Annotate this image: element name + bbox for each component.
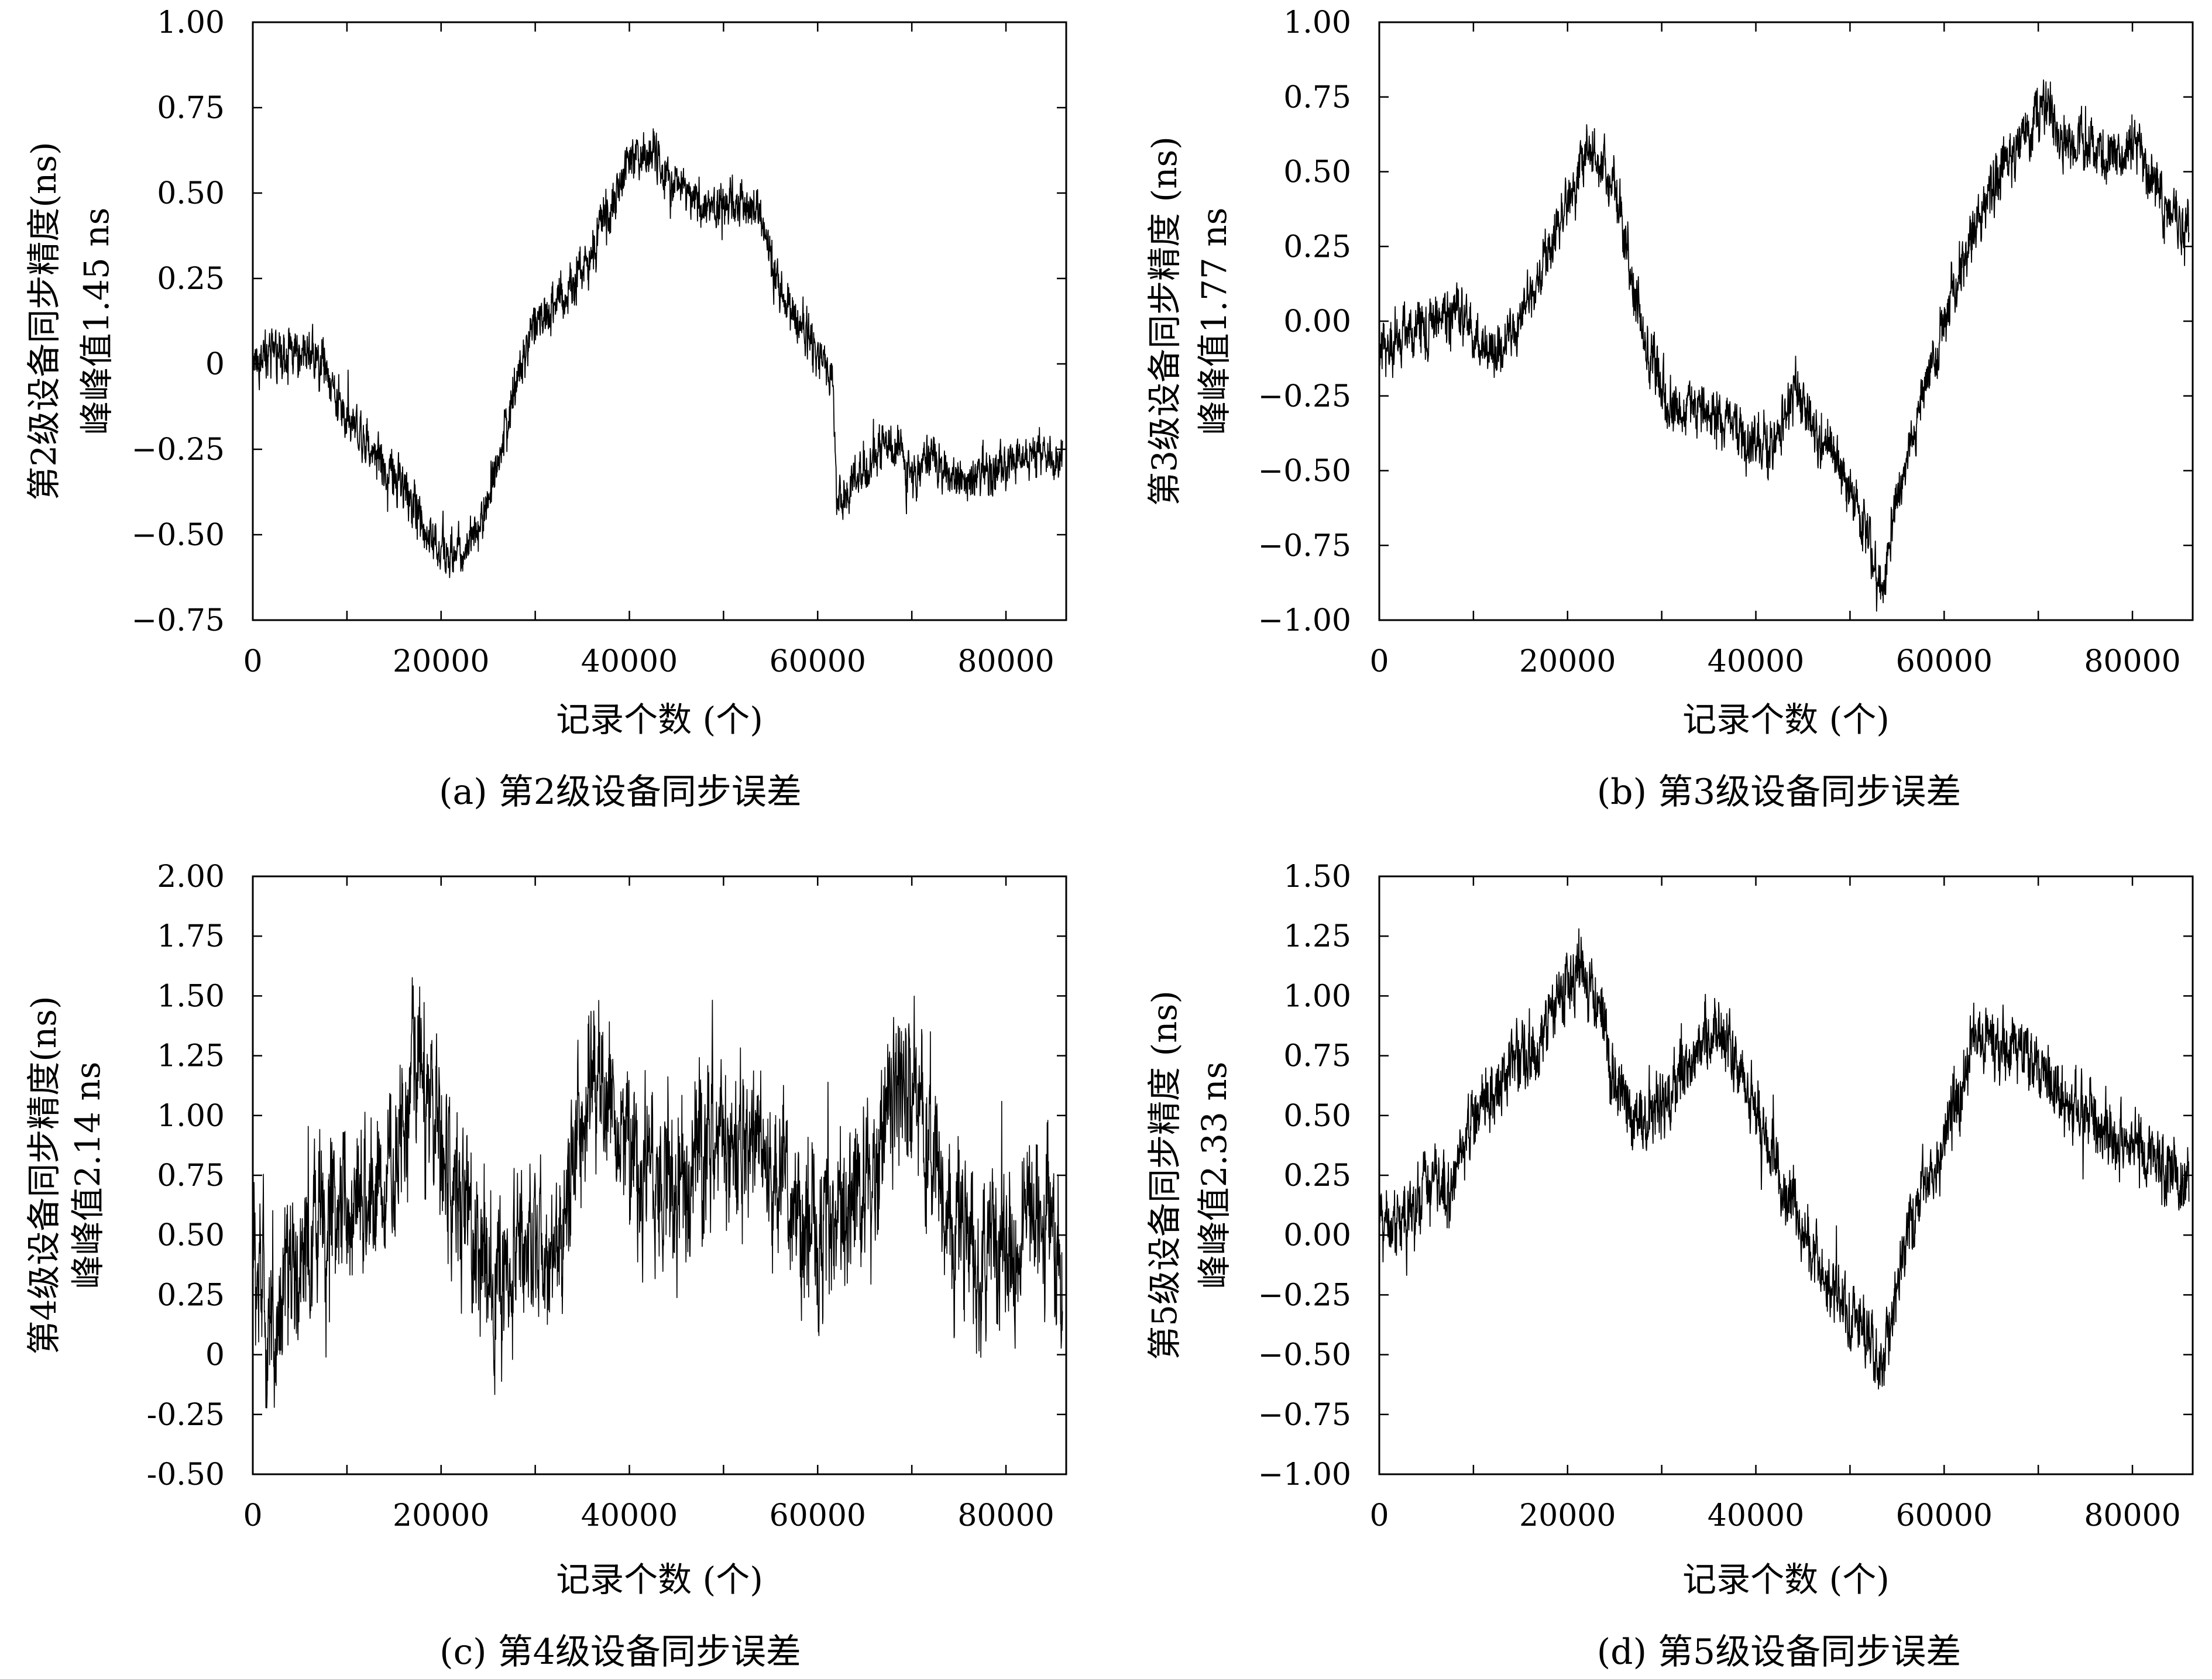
plot-frame [1378, 875, 2194, 1475]
x-tick-label: 0 [1369, 1498, 1389, 1533]
y-tick-label: −0.75 [132, 603, 225, 638]
x-tick-label: 0 [243, 1498, 262, 1533]
y-tick-label: 0.25 [1283, 1158, 1351, 1193]
y-tick-label: 0.00 [1283, 1218, 1351, 1253]
y-tick-label: 0.75 [1283, 80, 1351, 115]
x-tick-label: 80000 [957, 1498, 1054, 1533]
y-tick-label: −0.25 [1258, 379, 1351, 414]
y-tick-label: 1.75 [157, 919, 225, 954]
y-tick-label: -0.25 [147, 1398, 225, 1433]
x-tick-label: 40000 [1708, 1498, 1804, 1533]
chart-b-svg: 0 20000 40000 60000 80000 −1.00 −0.75 −0.50 −0.2… [1145, 5, 2194, 739]
x-tick-label: 20000 [1519, 1498, 1616, 1533]
y-axis-title: 第2级设备同步精度(ns) [24, 142, 64, 500]
x-axis-title: 记录个数 (个) [1682, 1560, 1890, 1599]
caption-c: (c) 第4级设备同步误差 [439, 1632, 801, 1673]
x-tick-label: 60000 [1896, 644, 1993, 679]
y-tick-label: 0.75 [1283, 1039, 1351, 1074]
y-axis-subtitle: 峰峰值1.45 ns [77, 208, 116, 435]
y-tick-label: 2.00 [157, 859, 225, 894]
y-tick-label: 0.50 [157, 176, 225, 211]
y-tick-label: 1.00 [1283, 979, 1351, 1014]
y-tick-label: −1.00 [1258, 1457, 1351, 1492]
y-tick-label: −0.75 [1258, 528, 1351, 563]
series-line [252, 128, 1063, 579]
caption-d: (d) 第5级设备同步误差 [1596, 1632, 1962, 1673]
y-tick-label: −0.50 [132, 518, 225, 553]
x-tick-label: 40000 [1708, 644, 1804, 679]
caption-a: (a) 第2级设备同步误差 [439, 772, 802, 813]
chart-d-svg: 0 20000 40000 60000 80000 −1.00 −0.75 −0.50 −0.2… [1145, 859, 2194, 1599]
x-axis-title: 记录个数 (个) [556, 700, 763, 739]
y-tick-label: 0 [205, 1338, 225, 1373]
y-tick-label: −0.25 [132, 432, 225, 467]
y-tick-label: 0.00 [1283, 304, 1351, 339]
y-tick-label: 1.00 [157, 1099, 225, 1134]
panel-c: 0 20000 40000 60000 80000 -0.50 -0.25 0 0.25 0.50… [0, 840, 1106, 1679]
y-tick-label: 0.25 [157, 1278, 225, 1313]
y-tick-label: 0.25 [1283, 229, 1351, 264]
y-tick-label: -0.50 [147, 1457, 225, 1492]
x-tick-label: 0 [243, 644, 262, 679]
x-tick-label: 20000 [393, 644, 489, 679]
panel-a: 0 20000 40000 60000 80000 −0.75 −0.50 −0.25 0 0.2… [0, 0, 1106, 840]
x-tick-label: 40000 [581, 644, 678, 679]
x-tick-label: 80000 [2084, 1498, 2180, 1533]
y-tick-label: 1.25 [1283, 919, 1351, 954]
x-axis-title: 记录个数 (个) [556, 1560, 763, 1599]
y-axis-subtitle: 峰峰值2.14 ns [68, 1062, 108, 1289]
y-tick-label: 1.00 [157, 5, 225, 40]
y-axis-subtitle: 峰峰值1.77 ns [1194, 208, 1234, 435]
plot-frame [1378, 21, 2194, 621]
series-line [1379, 79, 2190, 612]
x-tick-label: 20000 [1519, 644, 1616, 679]
series-line [252, 977, 1063, 1409]
y-tick-label: 0.50 [157, 1218, 225, 1253]
y-axis-subtitle: 峰峰值2.33 ns [1194, 1062, 1234, 1289]
x-tick-label: 80000 [957, 644, 1054, 679]
y-tick-label: −1.00 [1258, 603, 1351, 638]
series-line [1379, 928, 2190, 1390]
y-axis-title: 第4级设备同步精度(ns) [24, 996, 64, 1354]
x-tick-label: 0 [1369, 644, 1389, 679]
y-tick-label: 1.50 [157, 979, 225, 1014]
chart-a-svg: 0 20000 40000 60000 80000 −0.75 −0.50 −0.25 0 0.2… [24, 5, 1067, 739]
caption-b: (b) 第3级设备同步误差 [1596, 772, 1962, 813]
plot-frame [252, 21, 1067, 621]
x-tick-label: 60000 [770, 1498, 866, 1533]
y-tick-label: 0.75 [157, 1158, 225, 1193]
y-tick-label: 0.25 [157, 262, 225, 297]
y-axis-title: 第5级设备同步精度 (ns) [1145, 990, 1184, 1360]
x-tick-label: 80000 [2084, 644, 2180, 679]
chart-c-svg: 0 20000 40000 60000 80000 -0.50 -0.25 0 0.25 0.50… [24, 859, 1067, 1599]
panel-d: 0 20000 40000 60000 80000 −1.00 −0.75 −0.50 −0.2… [1106, 840, 2212, 1679]
y-tick-label: −0.50 [1258, 1338, 1351, 1373]
x-tick-label: 40000 [581, 1498, 678, 1533]
y-tick-label: 0.50 [1283, 1099, 1351, 1134]
y-tick-label: 1.25 [157, 1039, 225, 1074]
y-tick-label: −0.25 [1258, 1278, 1351, 1313]
x-tick-label: 20000 [393, 1498, 489, 1533]
y-tick-label: 0.75 [157, 91, 225, 126]
y-tick-label: 1.50 [1283, 859, 1351, 894]
y-axis-title: 第3级设备同步精度 (ns) [1145, 136, 1184, 506]
y-tick-label: 0 [205, 347, 225, 382]
x-tick-label: 60000 [770, 644, 866, 679]
y-tick-label: 1.00 [1283, 5, 1351, 40]
y-tick-label: −0.75 [1258, 1398, 1351, 1433]
y-tick-label: 0.50 [1283, 155, 1351, 190]
x-tick-label: 60000 [1896, 1498, 1993, 1533]
x-axis-title: 记录个数 (个) [1682, 700, 1890, 739]
y-tick-label: −0.50 [1258, 454, 1351, 489]
panel-b: 0 20000 40000 60000 80000 −1.00 −0.75 −0.50 −0.2… [1106, 0, 2212, 840]
